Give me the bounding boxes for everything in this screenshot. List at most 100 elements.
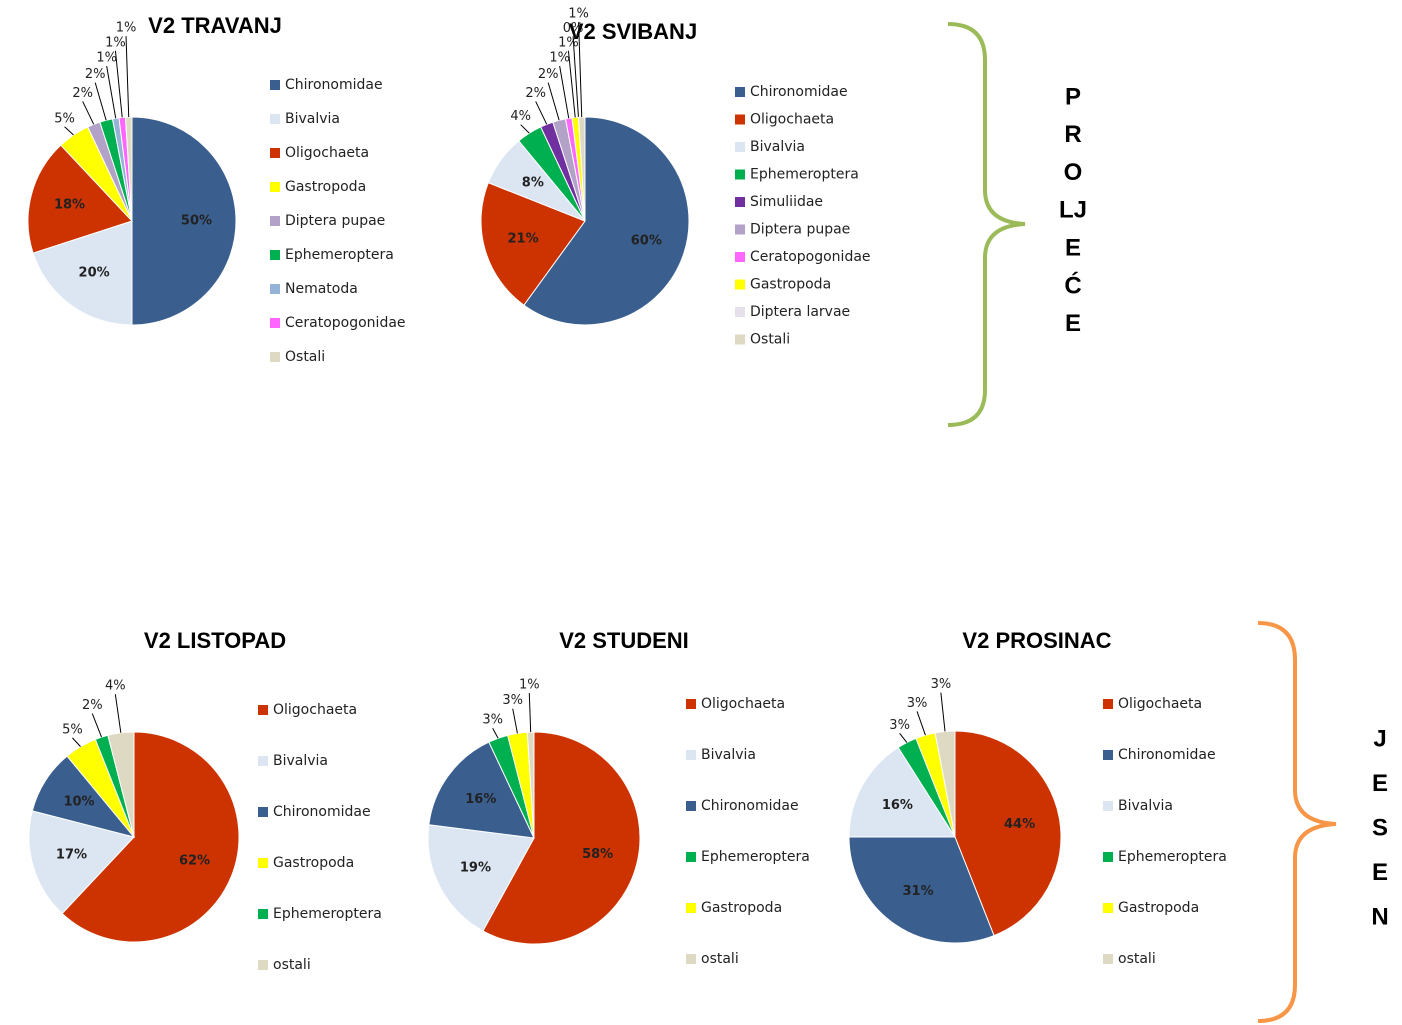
legend-label: Oligochaeta: [750, 112, 834, 128]
legend-label: ostali: [701, 951, 739, 967]
legend-swatch: [270, 216, 280, 226]
legend-label: Chironomidae: [285, 77, 383, 93]
pie-slice: [32, 220, 133, 326]
legend-label: ostali: [273, 957, 311, 973]
data-label: 18%: [54, 197, 85, 212]
data-label: 10%: [63, 795, 94, 810]
data-label: 1%: [96, 50, 117, 65]
leader-line: [492, 727, 499, 739]
season-letter: O: [1064, 159, 1083, 186]
legend-label: Ephemeroptera: [285, 247, 394, 263]
data-label: 58%: [582, 847, 613, 862]
legend-swatch: [735, 279, 745, 290]
legend-label: Ostali: [750, 332, 790, 348]
data-label: 4%: [510, 109, 531, 124]
pie-slice: [428, 741, 535, 839]
legend-swatch: [686, 852, 696, 862]
pie-slice: [480, 182, 586, 306]
season-letter: E: [1065, 235, 1081, 262]
legend-label: Bivalvia: [701, 747, 756, 763]
legend-label: Ostali: [285, 349, 325, 365]
legend-label: Chironomidae: [750, 84, 848, 100]
season-letter: E: [1372, 770, 1388, 797]
spring-brace: [947, 22, 1026, 427]
chart-title: V2 STUDENI: [559, 628, 689, 653]
legend-swatch: [735, 87, 745, 97]
leader-line: [916, 711, 926, 736]
legend-label: Bivalvia: [273, 753, 328, 769]
legend-label: Oligochaeta: [273, 702, 357, 718]
data-label: 44%: [1004, 817, 1035, 832]
data-label: 1%: [105, 35, 126, 50]
pie-slice: [27, 144, 133, 254]
pie-slice: [107, 731, 135, 838]
pie-slice: [427, 824, 535, 932]
data-label: 3%: [931, 677, 952, 692]
leader-line: [578, 22, 583, 118]
data-label: 1%: [519, 678, 540, 693]
legend-swatch: [735, 114, 745, 125]
pie-slice: [523, 116, 690, 326]
chart-title: V2 SVIBANJ: [569, 19, 697, 44]
legend-swatch: [1103, 699, 1113, 709]
legend-label: Gastropoda: [273, 855, 354, 871]
legend-swatch: [735, 169, 745, 180]
legend-label: Oligochaeta: [1118, 696, 1202, 712]
legend-swatch: [258, 756, 268, 766]
season-letter: J: [1373, 725, 1386, 752]
data-label: 1%: [116, 21, 137, 36]
leader-line: [106, 65, 117, 119]
legend-label: Gastropoda: [750, 277, 831, 293]
leader-line: [535, 101, 548, 125]
pie-slice: [934, 730, 956, 838]
data-label: 2%: [85, 67, 106, 82]
legend-label: Gastropoda: [285, 179, 366, 195]
legend-swatch: [258, 909, 268, 919]
autumn-brace: [1257, 621, 1337, 1023]
legend-swatch: [686, 699, 696, 709]
data-label: 21%: [508, 231, 539, 246]
legend-label: Oligochaeta: [285, 145, 369, 161]
pie-slice: [482, 731, 641, 945]
data-label: 2%: [525, 86, 546, 101]
data-label: 1%: [558, 35, 579, 50]
legend-swatch: [270, 318, 280, 328]
pie-slice: [61, 731, 240, 943]
legend-swatch: [1103, 801, 1113, 811]
season-letter: N: [1371, 903, 1388, 930]
leader-line: [547, 82, 560, 121]
data-label: 3%: [889, 718, 910, 733]
legend-label: Ceratopogonidae: [285, 315, 406, 331]
legend-swatch: [270, 284, 280, 294]
data-label: 60%: [631, 233, 662, 248]
leader-line: [528, 693, 532, 733]
legend-swatch: [270, 352, 280, 362]
pie-slice: [131, 116, 237, 326]
legend-swatch: [735, 142, 745, 152]
legend-label: Ephemeroptera: [701, 849, 810, 865]
data-label: 2%: [538, 67, 559, 82]
legend-swatch: [735, 197, 745, 207]
legend-label: Ceratopogonidae: [750, 249, 871, 265]
legend-swatch: [735, 252, 745, 262]
leader-line: [114, 50, 123, 118]
data-label: 5%: [62, 722, 83, 737]
legend-swatch: [258, 807, 268, 817]
legend-label: Nematoda: [285, 281, 358, 297]
legend-label: Ephemeroptera: [750, 167, 859, 183]
legend-swatch: [258, 960, 268, 970]
legend-label: Bivalvia: [285, 111, 340, 127]
legend-swatch: [270, 114, 280, 124]
season-letter: E: [1065, 310, 1081, 337]
leader-line: [94, 82, 107, 121]
legend-swatch: [258, 705, 268, 715]
pie-slice: [848, 746, 956, 838]
data-label: 1%: [568, 7, 589, 22]
data-label: 4%: [105, 679, 126, 694]
chart-title: V2 LISTOPAD: [144, 628, 286, 653]
pie-slice: [28, 810, 135, 915]
data-label: 50%: [181, 214, 212, 229]
data-label: 5%: [54, 111, 75, 126]
legend-label: Gastropoda: [701, 900, 782, 916]
legend-label: ostali: [1118, 951, 1156, 967]
